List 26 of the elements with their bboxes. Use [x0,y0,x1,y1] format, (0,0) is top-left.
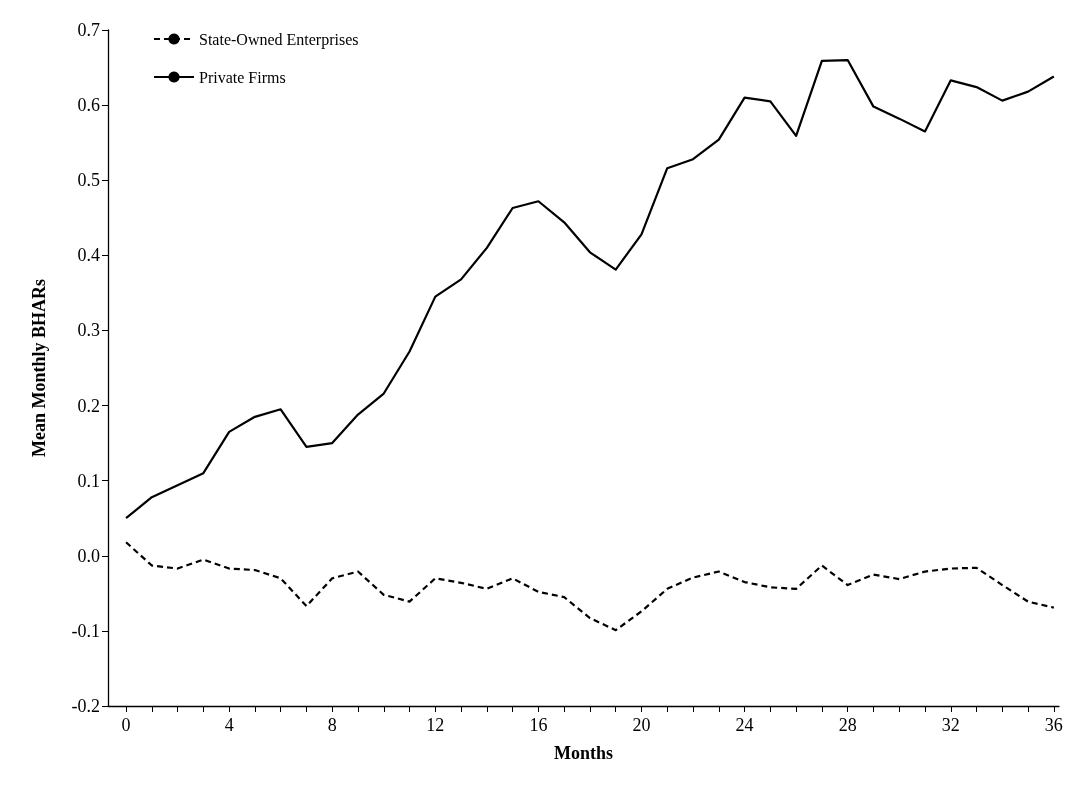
x-tick-label: 28 [838,715,857,735]
legend-label: Private Firms [199,68,286,86]
line-series [124,541,1055,632]
x-axis-title: Months [553,743,614,763]
line-series [124,58,1055,520]
y-tick-label: 0.2 [77,395,100,416]
x-tick-label: 12 [426,715,445,735]
y-tick-label: 0.5 [77,170,100,191]
x-tick-label: 36 [1044,715,1063,735]
y-tick-label: 0.1 [77,470,100,491]
x-tick-label: 4 [224,715,234,735]
x-tick-label: 32 [941,715,960,735]
y-tick-label: -0.1 [71,620,100,641]
x-tick-label: 0 [121,715,131,735]
y-tick-label: 0.6 [77,95,100,116]
y-axis-title: Mean Monthly BHARs [29,278,49,458]
y-tick-label: 0.7 [77,20,100,40]
x-tick-label: 20 [632,715,651,735]
y-tick-label: -0.2 [71,696,100,716]
x-tick-label: 8 [327,715,337,735]
y-tick-label: 0.0 [77,545,100,566]
x-tick-label: 16 [529,715,548,735]
x-tick-label: 24 [735,715,754,735]
y-tick-label: 0.3 [77,320,100,341]
y-tick-label: 0.4 [77,245,100,266]
legend-label: State-Owned Enterprises [199,30,359,49]
